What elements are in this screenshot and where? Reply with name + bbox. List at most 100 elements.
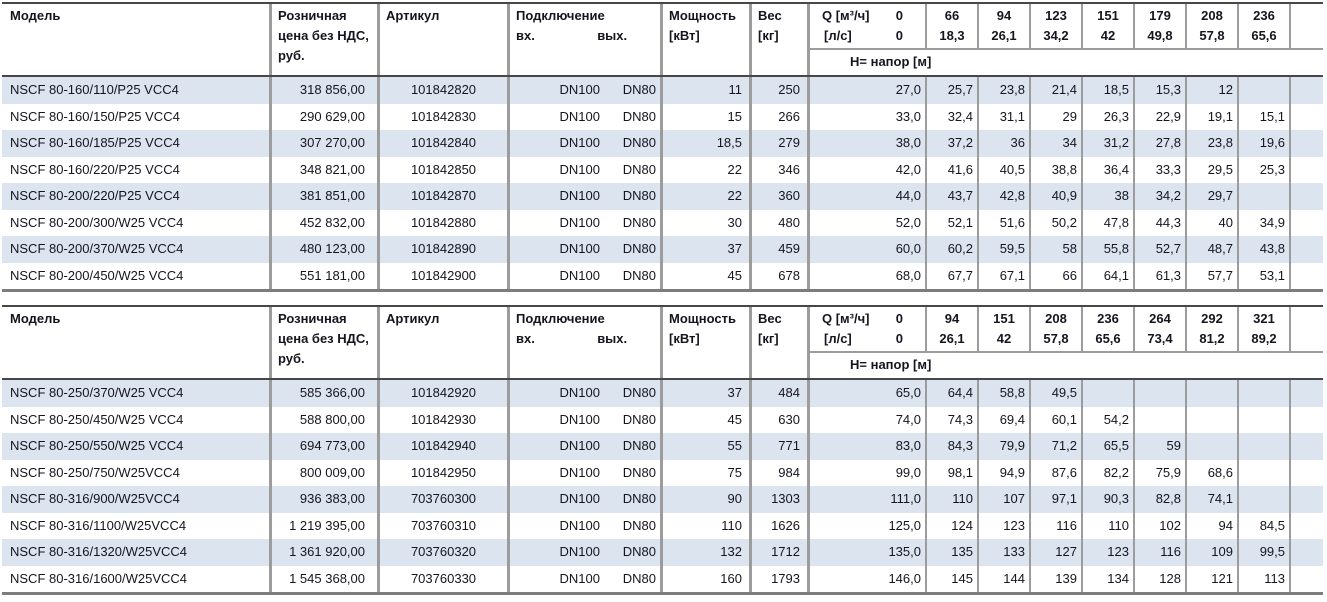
head-value-cell: 29,5 [1185, 156, 1237, 183]
head-value-cell: 121 [1185, 565, 1237, 592]
trailing-cell [1289, 539, 1323, 566]
head-value-cell: 57,7 [1185, 262, 1237, 289]
head-value-cell: 125,0 [888, 517, 921, 533]
table-1-header: Модель Розничная цена без НДС, руб. Арти… [2, 2, 1323, 77]
head-value-cell: 44,3 [1133, 209, 1185, 236]
table-row: NSCF 80-250/550/W25 VCC4 694 773,00 1018… [2, 433, 1323, 460]
trailing-cell [1289, 380, 1323, 407]
head-value-cell: 32,4 [925, 103, 977, 130]
q-ls-value: 26,1 [939, 331, 965, 346]
article-cell: 703760310 [380, 512, 510, 539]
q-ls-value: 81,2 [1199, 331, 1225, 346]
head-value-cell: 98,1 [925, 459, 977, 486]
head-value-cell: 133 [977, 539, 1029, 566]
q-trailing-cell [1289, 307, 1323, 351]
head-value-cell: 94 [1185, 512, 1237, 539]
head-value-cell: 33,3 [1133, 156, 1185, 183]
model-cell: NSCF 80-200/220/P25 VCC4 [2, 183, 272, 210]
column-header-model: Модель [2, 4, 272, 75]
dn-outlet: DN80 [622, 517, 656, 533]
head-value-cell: 37,2 [925, 130, 977, 157]
head-value-cell: 110 [925, 486, 977, 513]
q-m3h-value: 321 [1253, 311, 1275, 326]
q-flow-column-header: 292 81,2 [1185, 307, 1237, 351]
model-cell: NSCF 80-160/220/P25 VCC4 [2, 156, 272, 183]
price-cell: 551 181,00 [272, 262, 380, 289]
head-value-cell: 42,8 [977, 183, 1029, 210]
price-cell: 800 009,00 [272, 459, 380, 486]
table-row: NSCF 80-160/220/P25 VCC4 348 821,00 1018… [2, 156, 1323, 183]
article-cell: 101842890 [380, 236, 510, 263]
q-m3h-value: 264 [1149, 311, 1171, 326]
head-value-cell: 135,0 [888, 544, 921, 559]
q-flow-column-header: 123 34,2 [1029, 4, 1081, 48]
article-cell: 101842930 [380, 406, 510, 433]
price-cell: 318 856,00 [272, 77, 380, 104]
dn-inlet: DN100 [559, 517, 600, 533]
model-cell: NSCF 80-160/150/P25 VCC4 [2, 103, 272, 130]
head-value-cell: 107 [977, 486, 1029, 513]
head-value-cell: 60,2 [925, 236, 977, 263]
dn-outlet: DN80 [622, 438, 656, 453]
head-value-cell: 84,3 [925, 433, 977, 460]
head-value-cell: 79,9 [977, 433, 1029, 460]
power-cell: 55 [663, 433, 752, 460]
connection-cell: DN100 DN80 [510, 406, 663, 433]
trailing-cell [1289, 209, 1323, 236]
table-2-body: NSCF 80-250/370/W25 VCC4 585 366,00 1018… [2, 380, 1323, 595]
dn-outlet: DN80 [622, 385, 656, 400]
head-value-cell: 94,9 [977, 459, 1029, 486]
connection-cell: DN100 DN80 [510, 539, 663, 566]
head-value-cell: 134 [1081, 565, 1133, 592]
table-row: NSCF 80-200/450/W25 VCC4 551 181,00 1018… [2, 262, 1323, 289]
q-ls-value: 42 [1100, 28, 1116, 43]
power-cell: 110 [663, 512, 752, 539]
q-m3h-value: 123 [1045, 8, 1067, 23]
article-cell: 703760300 [380, 486, 510, 513]
price-cell: 588 800,00 [272, 406, 380, 433]
table-row: NSCF 80-160/110/P25 VCC4 318 856,00 1018… [2, 77, 1323, 104]
connection-cell: DN100 DN80 [510, 512, 663, 539]
head-row-label: H= напор [м] [850, 357, 932, 372]
power-cell: 37 [663, 380, 752, 407]
q-m3h-value: 179 [1149, 8, 1171, 23]
dn-inlet: DN100 [559, 385, 600, 400]
q-flow-column-header: 208 57,8 [1029, 307, 1081, 351]
head-value-cell: 15,3 [1133, 77, 1185, 104]
connection-cell: DN100 DN80 [510, 262, 663, 289]
dn-outlet: DN80 [622, 135, 656, 150]
q-ls-value: 73,4 [1147, 331, 1173, 346]
table-row: NSCF 80-250/450/W25 VCC4 588 800,00 1018… [2, 406, 1323, 433]
head-value-cell: 59 [1133, 433, 1185, 460]
table-row: NSCF 80-200/220/P25 VCC4 381 851,00 1018… [2, 183, 1323, 210]
head-value-cell: 29 [1029, 103, 1081, 130]
table-row: NSCF 80-250/750/W25VCC4 800 009,00 10184… [2, 459, 1323, 486]
dn-inlet: DN100 [559, 267, 600, 283]
head-value-cell: 34,9 [1237, 209, 1289, 236]
trailing-cell [1289, 486, 1323, 513]
model-cell: NSCF 80-200/450/W25 VCC4 [2, 262, 272, 289]
model-cell: NSCF 80-316/1320/W25VCC4 [2, 539, 272, 566]
table-row: NSCF 80-250/370/W25 VCC4 585 366,00 1018… [2, 380, 1323, 407]
head-value-cell: 21,4 [1029, 77, 1081, 104]
head-value-cell: 25,7 [925, 77, 977, 104]
column-header-model: Модель [2, 307, 272, 378]
model-cell: NSCF 80-200/300/W25 VCC4 [2, 209, 272, 236]
model-cell: NSCF 80-160/185/P25 VCC4 [2, 130, 272, 157]
article-cell: 101842880 [380, 209, 510, 236]
head-value-cell [1237, 380, 1289, 407]
weight-cell: 1793 [752, 565, 810, 592]
weight-unit: [кг] [758, 331, 779, 346]
dn-outlet: DN80 [622, 82, 656, 97]
head-value-cell: 53,1 [1237, 262, 1289, 289]
power-cell: 15 [663, 103, 752, 130]
connection-cell: DN100 DN80 [510, 209, 663, 236]
price-cell: 348 821,00 [272, 156, 380, 183]
weight-cell: 266 [752, 103, 810, 130]
head-value-cell: 43,7 [925, 183, 977, 210]
connection-cell: DN100 DN80 [510, 130, 663, 157]
trailing-cell [1289, 433, 1323, 460]
price-cell: 1 361 920,00 [272, 539, 380, 566]
price-cell: 1 545 368,00 [272, 565, 380, 592]
weight-cell: 279 [752, 130, 810, 157]
